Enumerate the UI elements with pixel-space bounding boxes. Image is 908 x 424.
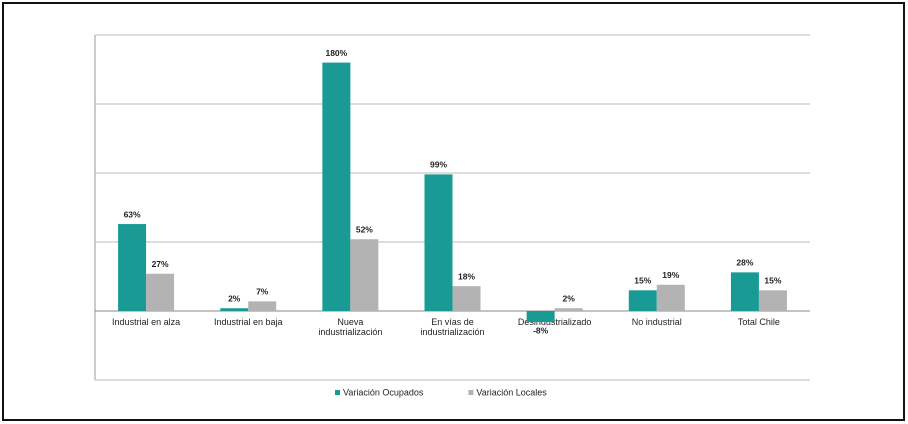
legend-swatch	[335, 390, 340, 395]
value-label: 52%	[356, 224, 373, 234]
value-label: 18%	[458, 271, 475, 281]
bar	[452, 286, 481, 311]
x-tick-label: Total Chile	[738, 317, 780, 327]
bar	[656, 284, 685, 311]
x-tick-label: No industrial	[632, 317, 682, 327]
value-label: 19%	[662, 270, 679, 280]
value-label: -8%	[533, 325, 549, 335]
bar	[248, 301, 277, 311]
value-label: 7%	[256, 287, 269, 297]
x-tick-label: Industrial en alza	[112, 317, 180, 327]
bar	[526, 311, 555, 323]
x-tick-label: Desindustrializado	[518, 317, 592, 327]
value-label: 2%	[228, 293, 241, 303]
value-label: 2%	[562, 293, 575, 303]
value-label: 28%	[736, 258, 753, 268]
bar	[118, 224, 147, 311]
value-label: 15%	[634, 276, 651, 286]
value-label: 180%	[325, 48, 347, 58]
bar	[146, 273, 175, 311]
x-tick-label: En vías de industrialización	[420, 317, 484, 337]
bar	[730, 272, 759, 311]
bar	[554, 308, 583, 311]
value-label: 27%	[152, 259, 169, 269]
bar	[758, 290, 787, 311]
bar	[322, 62, 351, 311]
value-label: 15%	[764, 276, 781, 286]
legend-label: Variación Ocupados	[343, 387, 424, 397]
bar	[220, 308, 249, 311]
legend-label: Variación Locales	[476, 387, 547, 397]
x-tick-label: Industrial en baja	[214, 317, 283, 327]
x-tick-label: Nueva industrialización	[318, 317, 382, 337]
bar	[628, 290, 657, 311]
bar	[350, 239, 379, 311]
bar	[424, 174, 453, 311]
value-label: 63%	[124, 209, 141, 219]
legend-swatch	[468, 390, 474, 395]
value-label: 99%	[430, 160, 447, 170]
